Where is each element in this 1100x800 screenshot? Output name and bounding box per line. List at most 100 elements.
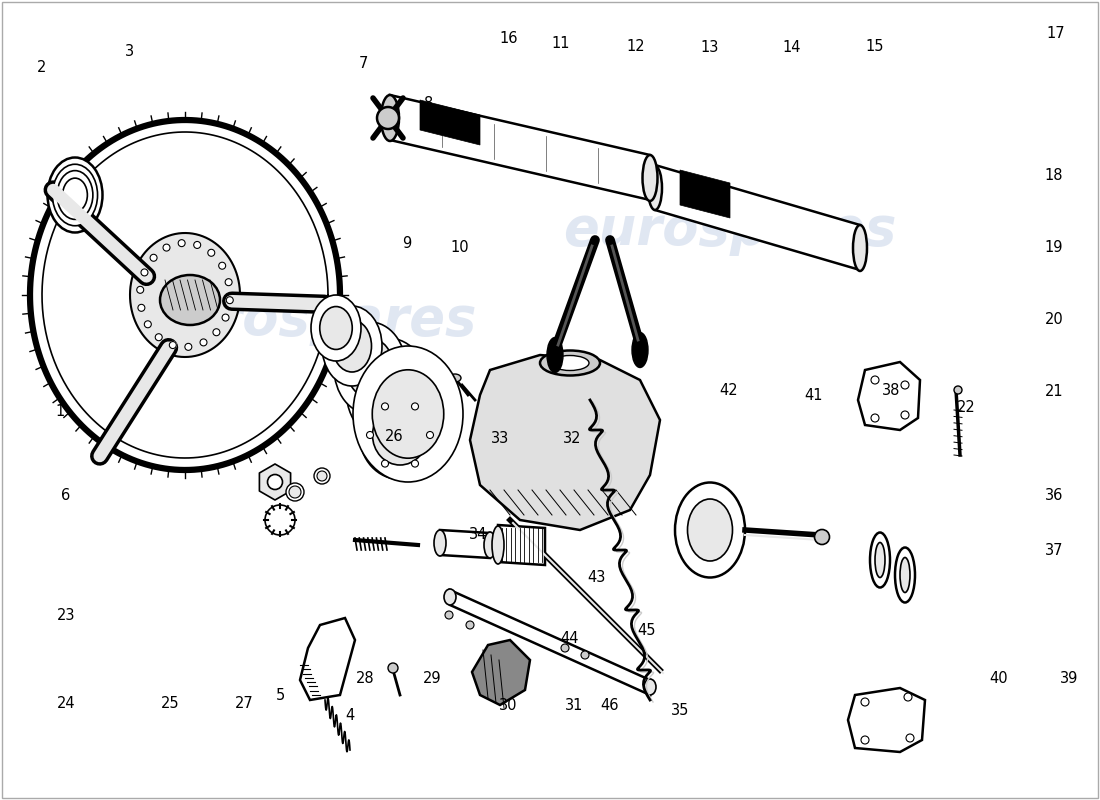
Circle shape — [289, 486, 301, 498]
Text: eurospares: eurospares — [563, 204, 896, 256]
Ellipse shape — [642, 155, 658, 201]
Ellipse shape — [267, 474, 283, 490]
Text: 41: 41 — [805, 389, 823, 403]
Ellipse shape — [373, 405, 428, 465]
Text: 26: 26 — [385, 429, 403, 443]
Circle shape — [144, 321, 152, 328]
Ellipse shape — [688, 499, 733, 561]
Circle shape — [904, 693, 912, 701]
Circle shape — [906, 734, 914, 742]
Ellipse shape — [57, 170, 92, 219]
Text: 28: 28 — [356, 671, 374, 686]
Circle shape — [226, 278, 232, 286]
Polygon shape — [450, 590, 650, 695]
Ellipse shape — [346, 338, 394, 398]
Polygon shape — [390, 95, 650, 200]
Text: 19: 19 — [1045, 241, 1063, 255]
Text: 10: 10 — [451, 241, 469, 255]
Circle shape — [901, 381, 909, 389]
Ellipse shape — [648, 166, 662, 210]
Circle shape — [861, 698, 869, 706]
Circle shape — [382, 460, 388, 467]
Text: 5: 5 — [276, 689, 285, 703]
Circle shape — [194, 242, 200, 249]
Circle shape — [901, 411, 909, 419]
Text: 30: 30 — [499, 698, 517, 713]
Circle shape — [169, 342, 176, 349]
Circle shape — [219, 262, 225, 270]
Circle shape — [141, 269, 149, 276]
Text: 21: 21 — [1045, 385, 1063, 399]
Polygon shape — [300, 618, 355, 700]
Text: 36: 36 — [1045, 489, 1063, 503]
Ellipse shape — [547, 338, 563, 373]
Text: 22: 22 — [956, 401, 976, 415]
Ellipse shape — [47, 158, 102, 233]
Circle shape — [317, 471, 327, 481]
Ellipse shape — [551, 355, 588, 370]
Text: eurospares: eurospares — [143, 294, 476, 346]
Circle shape — [213, 329, 220, 336]
Circle shape — [208, 250, 214, 256]
Polygon shape — [472, 640, 530, 705]
Text: 17: 17 — [1047, 26, 1065, 41]
Text: 13: 13 — [701, 41, 718, 55]
Text: 11: 11 — [552, 37, 570, 51]
Circle shape — [427, 431, 433, 438]
Text: 46: 46 — [601, 698, 618, 713]
Circle shape — [314, 468, 330, 484]
Circle shape — [388, 663, 398, 673]
Ellipse shape — [311, 295, 361, 361]
Ellipse shape — [444, 589, 456, 605]
Text: 4: 4 — [345, 709, 354, 723]
Text: 34: 34 — [470, 527, 487, 542]
Text: 43: 43 — [587, 570, 605, 585]
Polygon shape — [130, 233, 240, 357]
Text: 23: 23 — [57, 609, 75, 623]
Ellipse shape — [381, 95, 399, 141]
Circle shape — [861, 736, 869, 744]
Ellipse shape — [63, 178, 87, 212]
Ellipse shape — [644, 679, 656, 695]
Text: 20: 20 — [1044, 313, 1064, 327]
Ellipse shape — [874, 542, 886, 578]
Circle shape — [185, 343, 191, 350]
Ellipse shape — [332, 320, 372, 372]
Text: 37: 37 — [1045, 543, 1063, 558]
Text: 45: 45 — [638, 623, 656, 638]
Circle shape — [561, 644, 569, 652]
Ellipse shape — [346, 338, 430, 442]
Text: 24: 24 — [57, 697, 75, 711]
Circle shape — [227, 297, 233, 304]
Ellipse shape — [360, 391, 440, 479]
Polygon shape — [858, 362, 920, 430]
Circle shape — [411, 460, 418, 467]
Ellipse shape — [334, 322, 406, 414]
Text: 38: 38 — [882, 383, 900, 398]
Circle shape — [222, 314, 229, 321]
Text: 2: 2 — [37, 61, 46, 75]
Circle shape — [466, 621, 474, 629]
Ellipse shape — [632, 333, 648, 367]
Text: 35: 35 — [671, 703, 689, 718]
Text: 15: 15 — [866, 39, 883, 54]
Ellipse shape — [852, 225, 867, 271]
Text: 33: 33 — [492, 431, 509, 446]
Polygon shape — [260, 464, 290, 500]
Ellipse shape — [160, 275, 220, 325]
Polygon shape — [498, 525, 544, 565]
Ellipse shape — [53, 164, 98, 226]
Text: 39: 39 — [1060, 671, 1078, 686]
Ellipse shape — [814, 530, 829, 545]
Polygon shape — [680, 170, 730, 218]
Ellipse shape — [322, 306, 382, 386]
Text: 7: 7 — [359, 57, 367, 71]
Ellipse shape — [492, 526, 504, 564]
Circle shape — [150, 254, 157, 262]
Text: 44: 44 — [561, 631, 579, 646]
Text: 31: 31 — [565, 698, 583, 713]
Ellipse shape — [361, 356, 416, 424]
Text: 9: 9 — [403, 237, 411, 251]
Ellipse shape — [870, 533, 890, 587]
Ellipse shape — [675, 482, 745, 578]
